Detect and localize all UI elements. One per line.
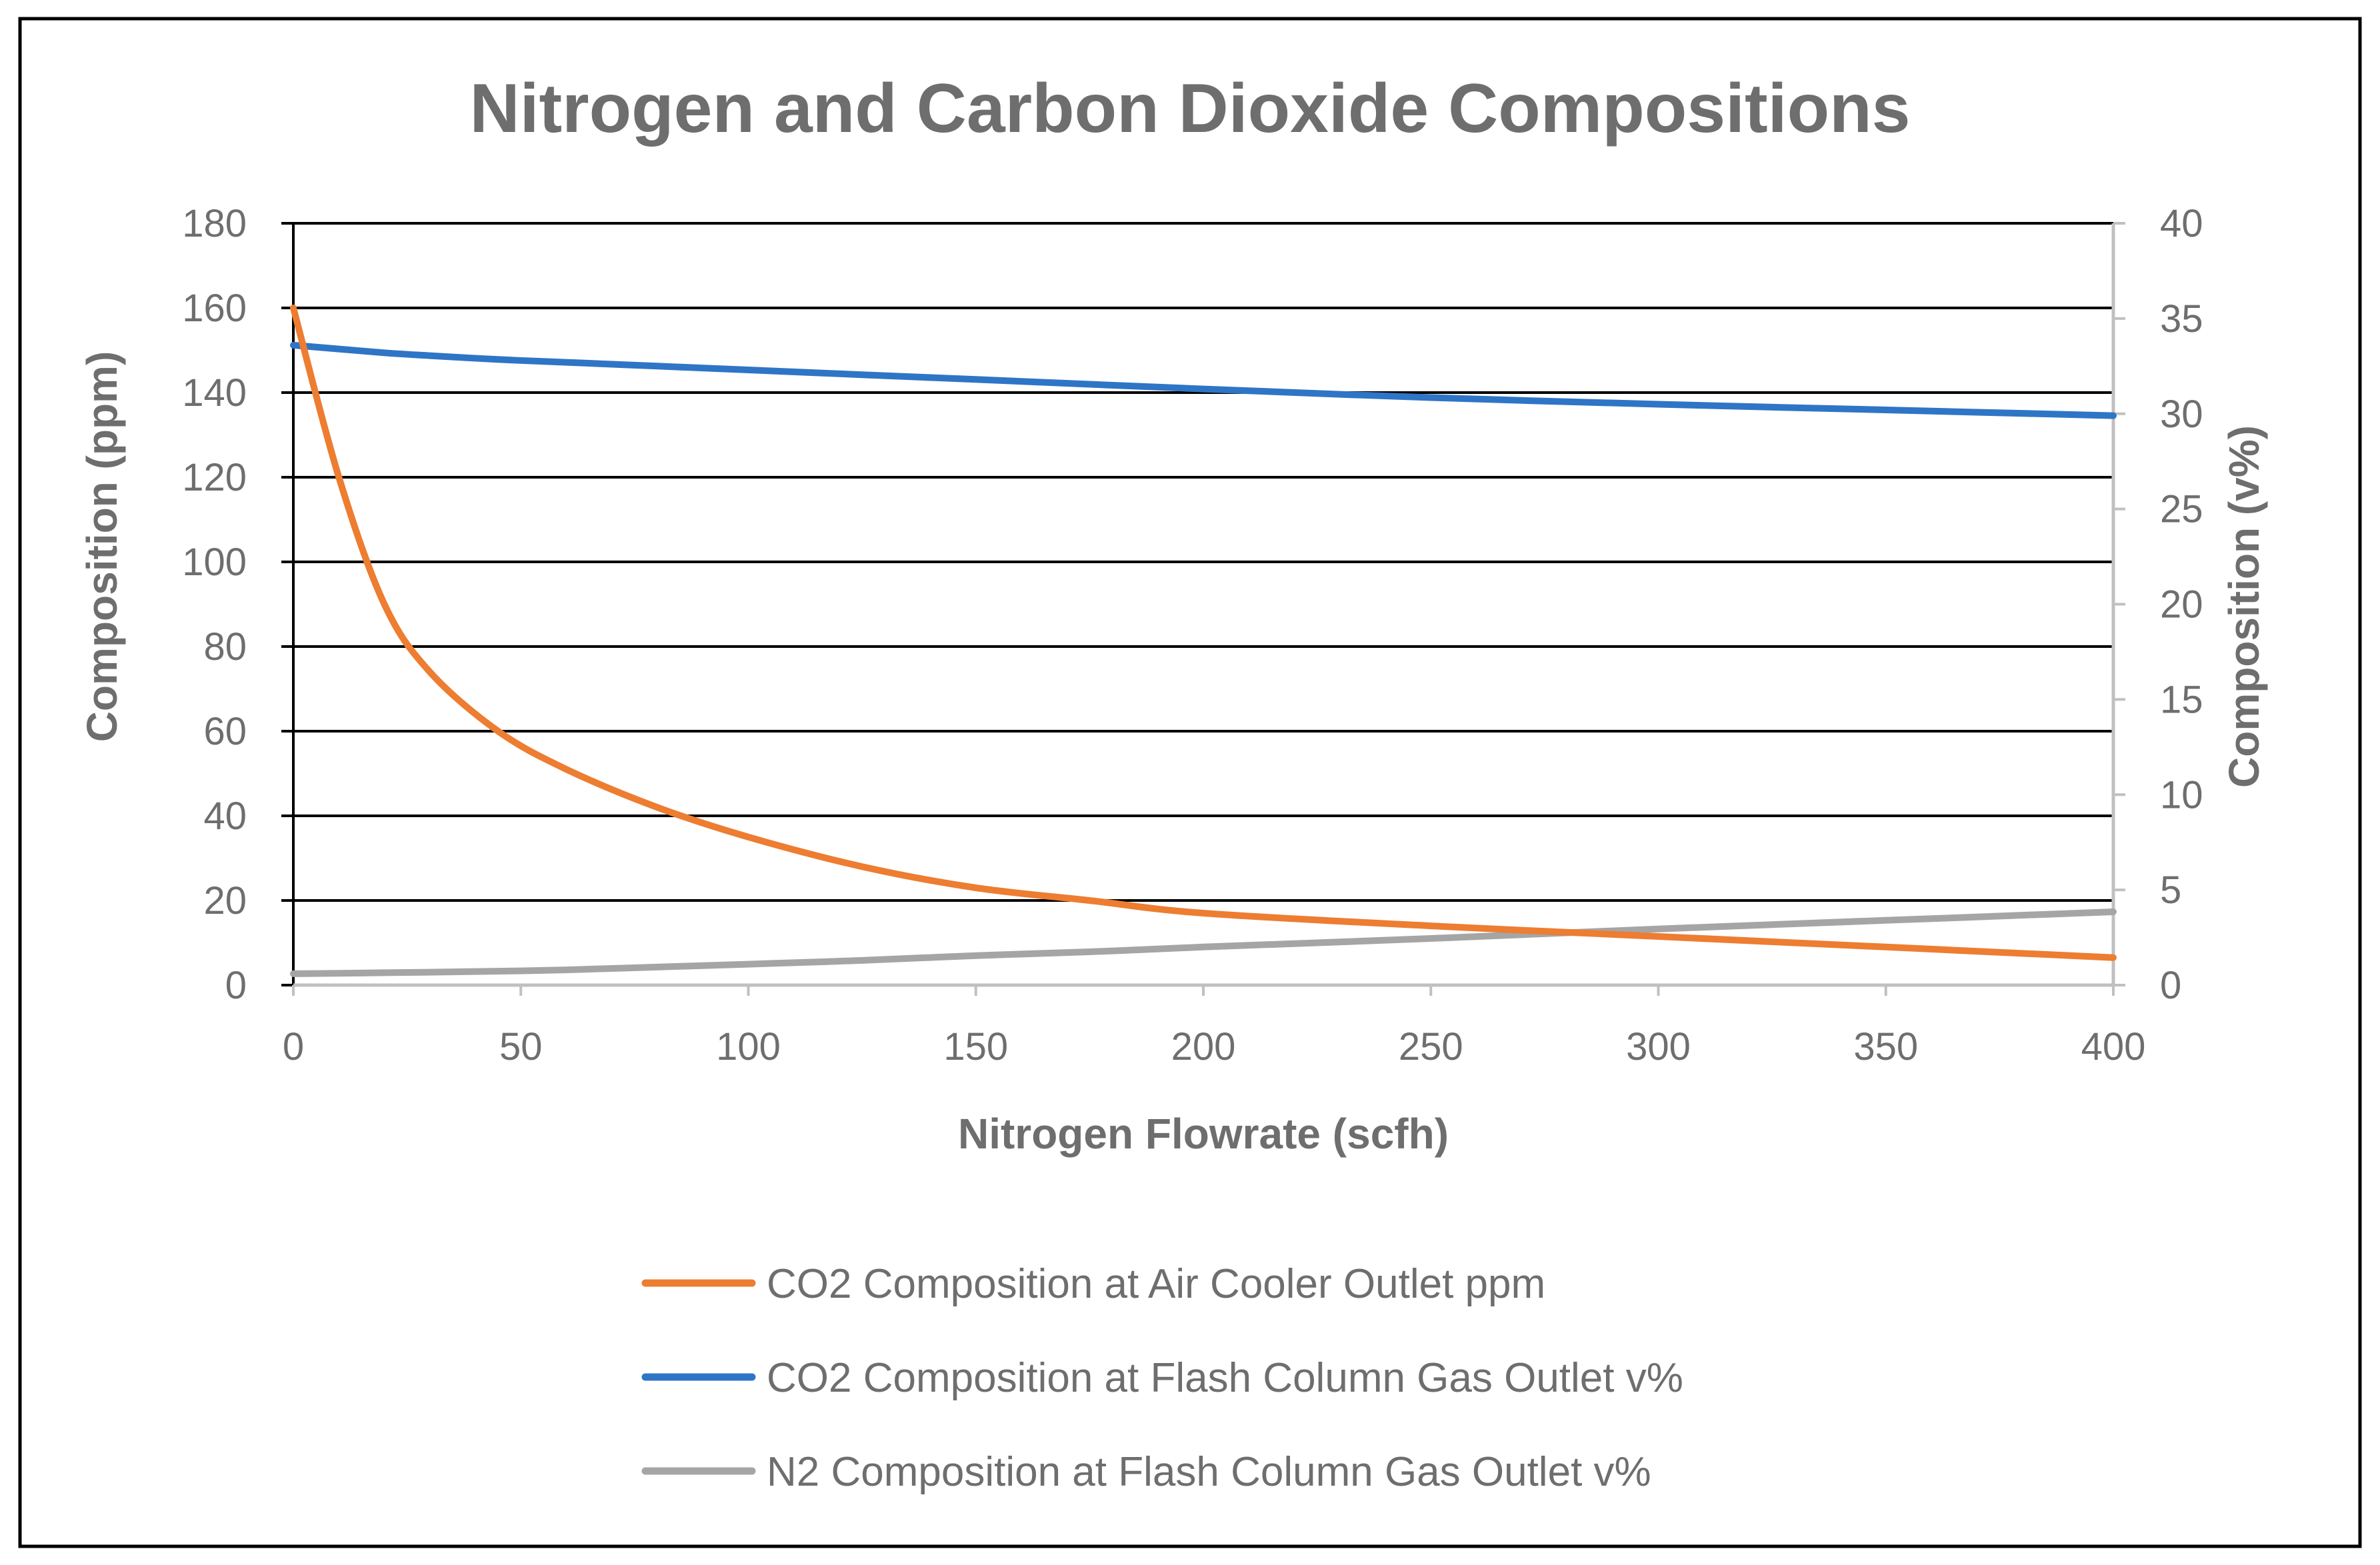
y-right-tick-label: 25	[2160, 488, 2203, 531]
chart-title: Nitrogen and Carbon Dioxide Compositions	[470, 70, 1911, 147]
axes	[281, 222, 2125, 996]
y-right-tick-label: 5	[2160, 868, 2181, 912]
x-tick-label: 50	[499, 1025, 543, 1068]
y-left-tick-label: 100	[182, 541, 247, 584]
x-tick-label: 300	[1626, 1025, 1691, 1068]
x-tick-label: 250	[1399, 1025, 1463, 1068]
y-left-tick-label: 0	[225, 964, 247, 1007]
x-tick-label: 350	[1853, 1025, 1918, 1068]
tick-labels: 0 20 40 60 80 100 120 140 160 180 0 5 10 15 20 25 30 35 40…	[182, 202, 2203, 1068]
y-axis-label-left: Composition (ppm)	[78, 351, 126, 743]
y-right-tick-label: 15	[2160, 678, 2203, 721]
y-left-tick-label: 180	[182, 202, 247, 245]
x-tick-label: 100	[716, 1025, 781, 1068]
x-tick-label: 200	[1171, 1025, 1236, 1068]
chart-frame	[18, 17, 2362, 1548]
legend-label: N2 Composition at Flash Column Gas Outle…	[767, 1449, 1651, 1495]
y-left-tick-label: 120	[182, 456, 247, 499]
y-right-tick-label: 30	[2160, 393, 2203, 436]
x-tick-label: 150	[943, 1025, 1008, 1068]
y-left-tick-label: 160	[182, 287, 247, 330]
y-left-tick-label: 40	[203, 794, 247, 838]
legend: CO2 Composition at Air Cooler Outlet ppm…	[641, 1261, 1683, 1495]
legend-label: CO2 Composition at Air Cooler Outlet ppm	[767, 1261, 1545, 1307]
y-right-tick-label: 35	[2160, 297, 2203, 341]
series-line-n2-composition-at-flash-column-gas-outlet-v	[290, 908, 2117, 977]
y-left-tick-label: 60	[203, 710, 247, 753]
y-right-tick-label: 10	[2160, 773, 2203, 816]
series-line-co2-composition-at-air-cooler-outlet-ppm	[290, 305, 2117, 961]
y-right-tick-label: 20	[2160, 583, 2203, 627]
y-axis-label-right: Composition (v%)	[2220, 425, 2268, 788]
series-lines	[290, 305, 2117, 977]
x-tick-label: 400	[2081, 1025, 2146, 1068]
y-left-tick-label: 140	[182, 371, 247, 415]
y-left-tick-label: 80	[203, 625, 247, 669]
legend-label: CO2 Composition at Flash Column Gas Outl…	[767, 1355, 1683, 1401]
y-right-tick-label: 0	[2160, 964, 2181, 1007]
x-axis-label: Nitrogen Flowrate (scfh)	[958, 1110, 1449, 1158]
y-right-tick-label: 40	[2160, 202, 2203, 245]
y-left-tick-label: 20	[203, 879, 247, 922]
x-tick-label: 0	[283, 1025, 304, 1068]
series-line-co2-composition-at-flash-column-gas-outlet-v	[290, 341, 2117, 419]
gridlines	[293, 222, 2113, 902]
